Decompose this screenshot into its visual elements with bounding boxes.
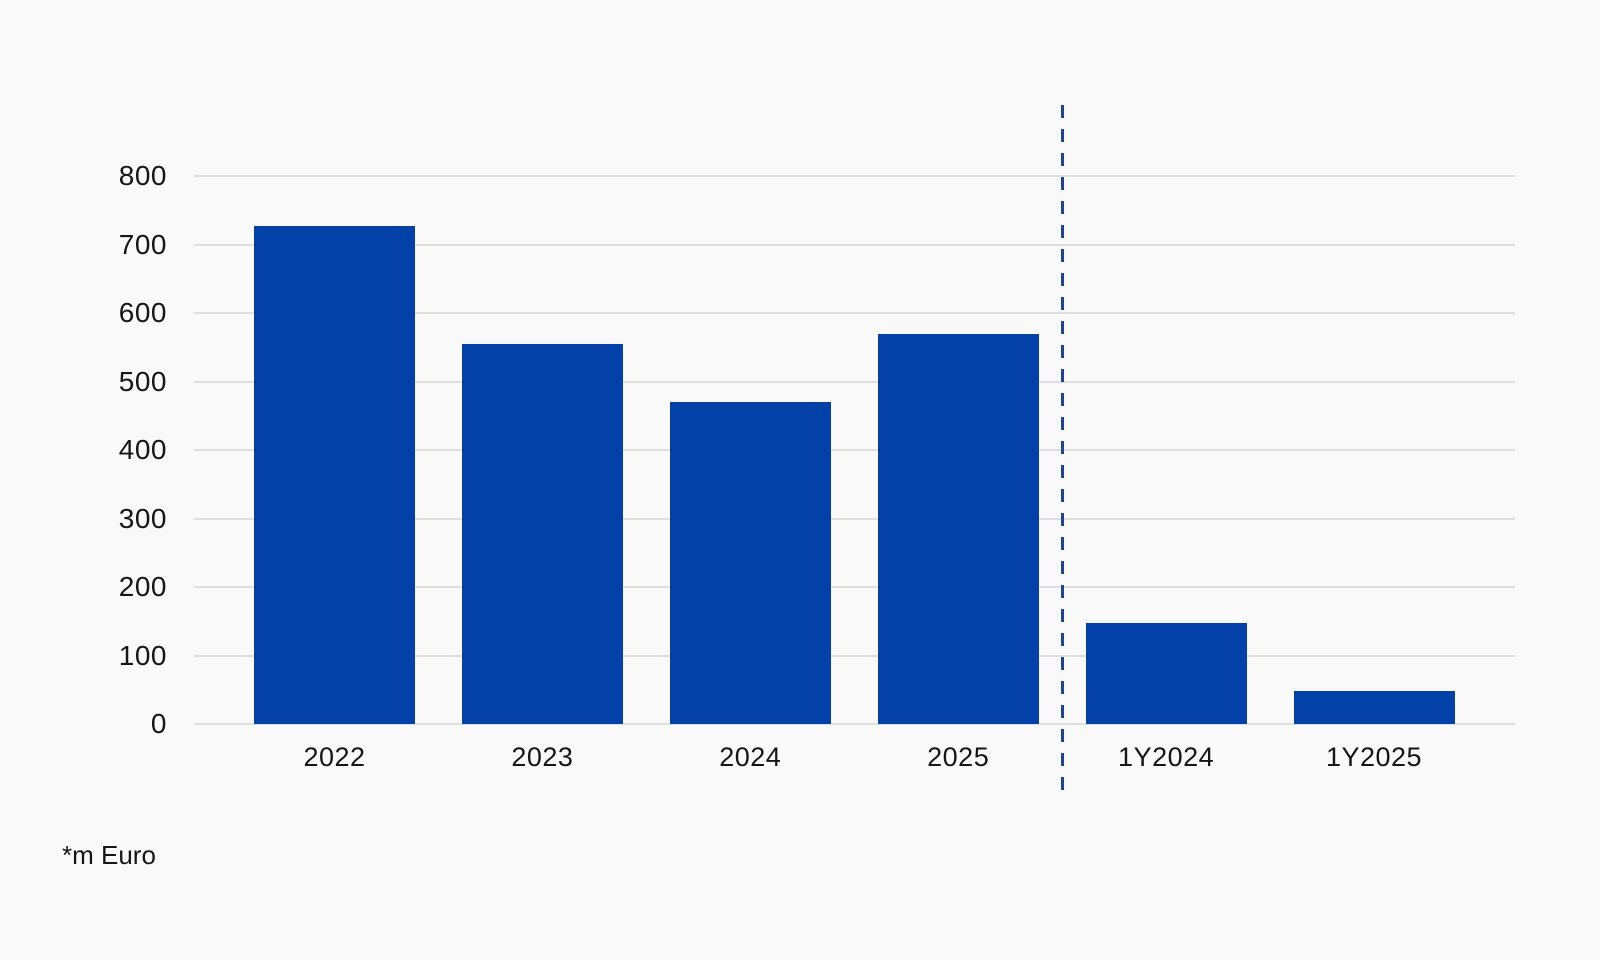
y-axis-tick-label-800: 800 xyxy=(118,160,167,191)
bar-1Y2024 xyxy=(1085,622,1247,724)
gridline-0 xyxy=(194,723,1515,725)
x-axis-label-1Y2025: 1Y2025 xyxy=(1325,742,1423,772)
gridline-700 xyxy=(194,243,1515,246)
gridline-800 xyxy=(194,175,1515,177)
x-axis-label-2022: 2022 xyxy=(303,742,366,772)
bar-2023 xyxy=(461,343,623,724)
y-axis-tick-label-300: 300 xyxy=(118,502,167,534)
bar-1Y2025 xyxy=(1293,691,1455,724)
y-axis-tick-label-400: 400 xyxy=(118,434,167,465)
y-axis-tick-label-100: 100 xyxy=(118,639,167,671)
x-axis-label-1Y2024: 1Y2024 xyxy=(1118,742,1215,772)
y-axis-tick-label-0: 0 xyxy=(150,708,167,739)
bar-2025 xyxy=(877,333,1039,724)
y-axis-tick-label-200: 200 xyxy=(118,571,167,602)
bar-2022 xyxy=(254,226,415,724)
x-axis-label-2025: 2025 xyxy=(927,742,990,772)
gridline-100 xyxy=(194,654,1515,657)
bar-2024 xyxy=(669,402,831,724)
x-axis-label-2024: 2024 xyxy=(719,742,782,772)
gridline-300 xyxy=(194,517,1515,520)
x-axis-label-2023: 2023 xyxy=(511,742,574,772)
period-separator-dashed-line xyxy=(1060,105,1064,790)
y-axis-tick-label-700: 700 xyxy=(118,228,167,260)
gridline-500 xyxy=(194,380,1515,383)
y-axis-tick-label-500: 500 xyxy=(118,365,167,397)
gridline-600 xyxy=(194,312,1515,314)
y-axis-tick-label-600: 600 xyxy=(118,297,167,328)
unit-footnote: *m Euro xyxy=(62,840,156,870)
gridline-200 xyxy=(194,586,1515,588)
gridline-400 xyxy=(194,449,1515,451)
